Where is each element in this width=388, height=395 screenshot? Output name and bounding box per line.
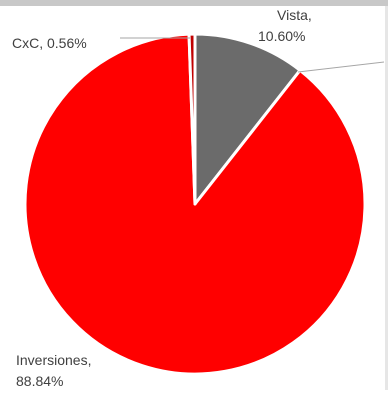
data-label-vista-value: 10.60%: [258, 28, 305, 44]
data-label-cxc: CxC, 0.56%: [12, 35, 87, 51]
top-border: [0, 0, 388, 6]
data-label-vista-name: Vista,: [277, 7, 312, 23]
pie-slice-cxc: [187, 32, 197, 206]
right-border: [385, 6, 388, 390]
pie-slice-vista: [193, 32, 302, 206]
data-label-inversiones-value: 88.84%: [16, 373, 63, 389]
data-label-inversiones-name: Inversiones,: [16, 352, 91, 368]
pie-slices: [23, 32, 367, 376]
leader-line-vista: [297, 61, 385, 73]
